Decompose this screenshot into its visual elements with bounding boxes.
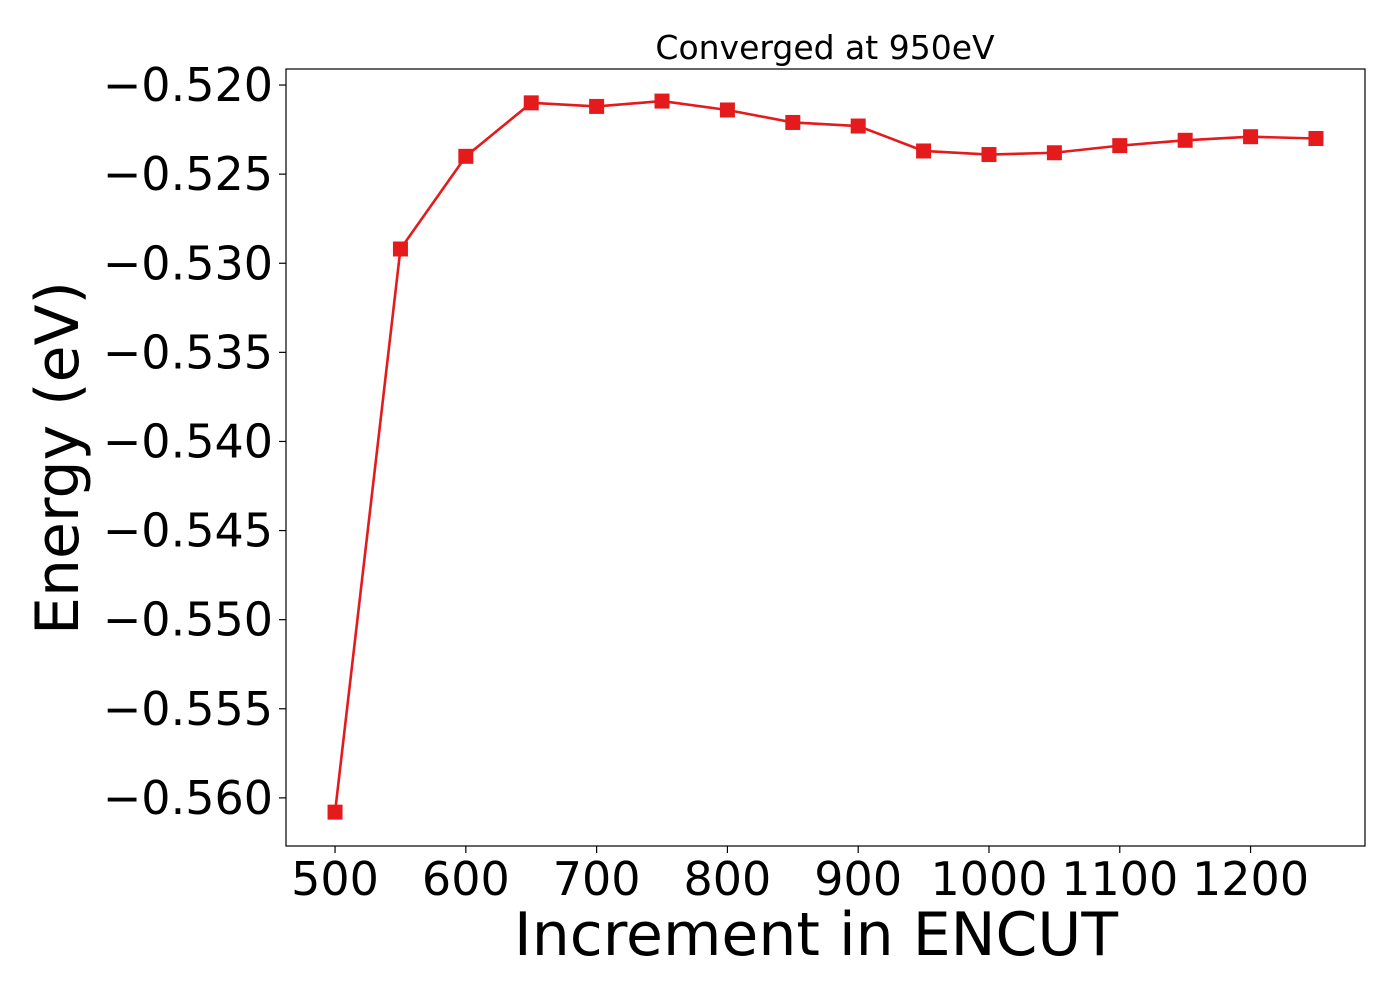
- data-point: [1112, 138, 1128, 154]
- plot-frame: [285, 68, 1366, 847]
- data-point: [719, 102, 735, 118]
- x-tick-label: 700: [553, 852, 641, 906]
- data-point: [523, 95, 539, 111]
- x-tick-label: 500: [291, 852, 379, 906]
- y-tick-label: −0.525: [103, 147, 273, 201]
- y-tick-label: −0.550: [103, 593, 273, 647]
- y-tick-label: −0.545: [103, 504, 273, 558]
- data-point: [1243, 129, 1259, 145]
- data-point: [981, 147, 997, 163]
- data-point: [458, 148, 474, 164]
- x-tick-label: 1000: [930, 852, 1047, 906]
- series-line: [333, 99, 1316, 813]
- x-tick-label: 1200: [1192, 852, 1309, 906]
- data-point: [589, 98, 605, 114]
- x-axis-label: Increment in ENCUT: [514, 900, 1118, 970]
- y-tick-label: −0.530: [103, 236, 273, 290]
- data-point: [785, 114, 801, 130]
- y-axis: −0.520 −0.525 −0.530 −0.535 −0.540 −0.545 −0.5…: [103, 58, 286, 825]
- x-tick-label: 1100: [1061, 852, 1178, 906]
- data-point: [392, 241, 408, 257]
- data-point: [1308, 131, 1324, 147]
- x-axis: 500 600 700 800 900 1000 1100 1200: [291, 846, 1309, 906]
- y-tick-label: −0.520: [103, 58, 273, 112]
- x-tick-label: 600: [422, 852, 510, 906]
- x-tick-label: 900: [814, 852, 902, 906]
- y-tick-label: −0.540: [103, 414, 273, 468]
- chart-title: Converged at 950eV: [655, 28, 995, 67]
- data-point: [327, 804, 343, 820]
- data-point: [850, 118, 866, 134]
- y-tick-label: −0.560: [103, 771, 273, 825]
- data-point: [916, 143, 932, 159]
- data-point: [1046, 145, 1062, 161]
- plot-marks: [327, 93, 1324, 820]
- y-axis-label: Energy (eV): [23, 281, 93, 635]
- data-point: [1177, 132, 1193, 148]
- x-tick-label: 800: [684, 852, 772, 906]
- y-tick-label: −0.555: [103, 682, 273, 736]
- data-point: [654, 93, 670, 109]
- y-tick-label: −0.535: [103, 325, 273, 379]
